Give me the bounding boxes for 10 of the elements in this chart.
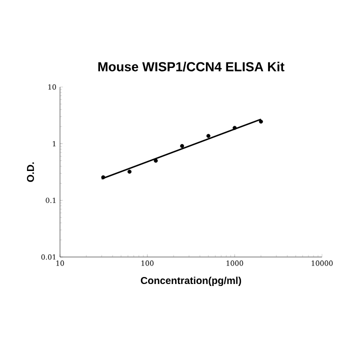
point — [154, 158, 158, 163]
point — [128, 170, 132, 174]
point — [101, 175, 106, 180]
point — [206, 134, 210, 138]
x-axis-title: Concentration(pg/ml) — [140, 276, 242, 286]
chart-title: Mouse WISP1/CCN4 ELISA Kit — [98, 62, 284, 72]
y-axis-title: O.D. — [26, 162, 34, 182]
point — [232, 126, 237, 130]
point — [258, 120, 263, 124]
point — [180, 144, 184, 148]
